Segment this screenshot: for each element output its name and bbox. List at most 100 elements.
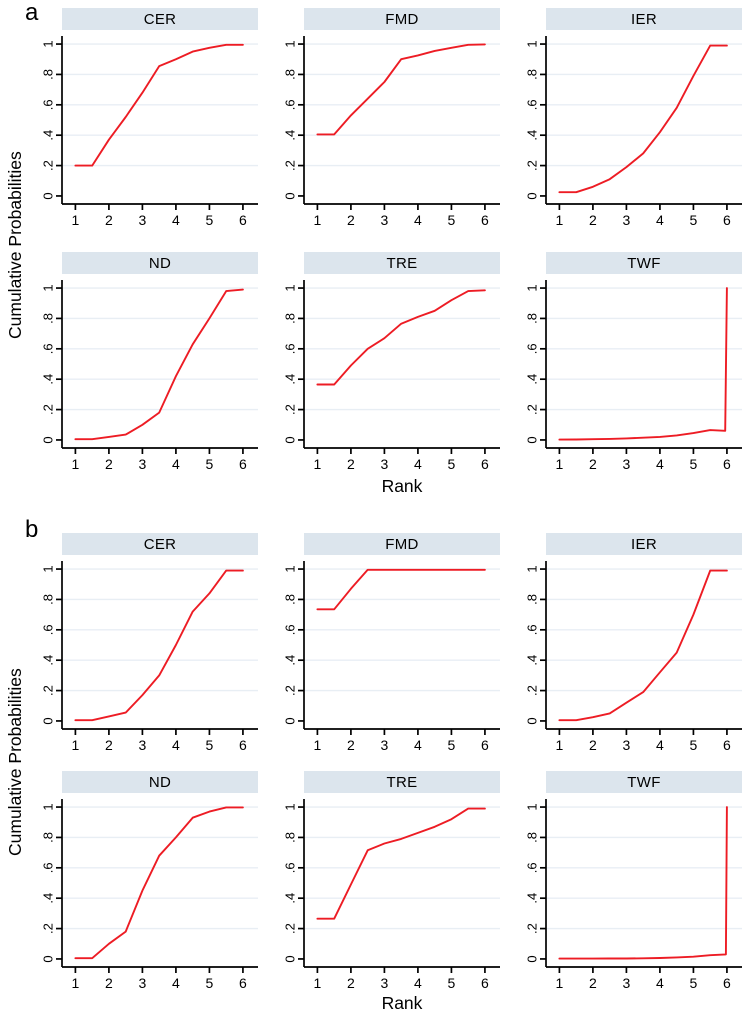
y-tick-label: .6	[40, 99, 55, 110]
y-tick-label: .2	[40, 404, 55, 415]
subplot-plot: 0 .2 .4 .6 .8 1 1 2 3 4 5 6	[282, 280, 500, 472]
subplot-cer: CER 0 .2 .4 .6 .8 1 1 2 3 4 5 6	[24, 533, 258, 761]
cumulative-curve	[74, 806, 244, 960]
x-tick-label: 3	[623, 975, 631, 991]
y-tick-label: .6	[282, 624, 297, 635]
cumulative-curve	[316, 807, 486, 920]
y-tick-label: 0	[282, 717, 297, 724]
subplot-plot: 0 .2 .4 .6 .8 1 1 2 3 4 5 6	[524, 561, 742, 753]
subplot-plot: 0 .2 .4 .6 .8 1 1 2 3 4 5 6	[282, 799, 500, 991]
x-tick-label: 4	[656, 737, 664, 753]
y-tick-label: .2	[40, 160, 55, 171]
plot-grid	[63, 287, 258, 411]
x-tick-label: 5	[206, 456, 214, 472]
y-tick-label: .2	[282, 160, 297, 171]
y-tick-label: .4	[524, 893, 539, 904]
y-tick-label: .6	[282, 862, 297, 873]
y-tick-label: 1	[282, 565, 297, 572]
x-tick-label: 6	[239, 975, 247, 991]
cumulative-curve	[558, 44, 728, 194]
y-tick-label: 1	[524, 565, 539, 572]
y-tick-label: .4	[40, 655, 55, 666]
x-tick-label: 2	[105, 456, 113, 472]
x-tick-label: 4	[172, 737, 180, 753]
y-tick-label: 1	[40, 803, 55, 810]
x-tick-label: 3	[381, 737, 389, 753]
y-tick-label: .2	[282, 923, 297, 934]
y-tick-label: .8	[282, 832, 297, 843]
y-tick-label: .6	[524, 343, 539, 354]
x-tick-label: 1	[314, 737, 322, 753]
plot-grid	[547, 806, 742, 930]
y-tick-label: 1	[40, 284, 55, 291]
y-tick-label: 0	[524, 192, 539, 199]
x-tick-label: 1	[72, 737, 80, 753]
y-tick-label: .8	[40, 313, 55, 324]
x-tick-label: 4	[414, 975, 422, 991]
subplot-plot: 0 .2 .4 .6 .8 1 1 2 3 4 5 6	[524, 280, 742, 472]
x-tick-label: 6	[239, 737, 247, 753]
x-tick-label: 4	[172, 456, 180, 472]
y-tick-label: 1	[40, 565, 55, 572]
x-axis-label: Rank	[381, 993, 423, 1013]
y-tick-label: .8	[524, 594, 539, 605]
cumulative-curve	[558, 569, 728, 722]
y-tick-label: 1	[282, 284, 297, 291]
x-tick-label: 2	[347, 456, 355, 472]
panel-a: a Cumulative Probabilities CER 0.2.4.6.8 1…	[0, 0, 744, 517]
x-tick-label: 1	[314, 456, 322, 472]
x-tick-label: 1	[556, 212, 564, 228]
x-tick-label: 6	[481, 737, 489, 753]
y-tick-label: .8	[282, 69, 297, 80]
subplot-title: ND	[62, 252, 258, 274]
y-tick-label: .4	[524, 655, 539, 666]
plot-grid	[63, 806, 258, 930]
y-tick-label: .2	[282, 685, 297, 696]
y-tick-label: .8	[524, 313, 539, 324]
y-tick-label: .4	[40, 130, 55, 141]
x-tick-label: 2	[347, 737, 355, 753]
x-tick-label: 1	[72, 975, 80, 991]
y-tick-label: .2	[524, 685, 539, 696]
y-tick-label: .2	[524, 923, 539, 934]
subplot-plot: 0 .2 .4 .6 .8 1 1 2 3 4 5 6	[524, 799, 742, 991]
cumulative-curve	[558, 287, 728, 441]
y-tick-label: .4	[282, 655, 297, 666]
subplot-title: CER	[62, 8, 258, 30]
y-tick-label: .8	[524, 832, 539, 843]
y-tick-label: .4	[524, 374, 539, 385]
x-tick-label: 5	[690, 456, 698, 472]
subplot-title: IER	[546, 8, 742, 30]
x-tick-label: 1	[556, 456, 564, 472]
x-tick-label: 5	[206, 212, 214, 228]
x-tick-label: 2	[105, 975, 113, 991]
y-tick-label: 1	[40, 40, 55, 47]
subplot-nd: ND 0 .2 .4 .6 .8 1 1 2 3 4 5 6	[24, 252, 258, 480]
x-tick-label: 5	[448, 212, 456, 228]
y-tick-label: 1	[524, 40, 539, 47]
y-tick-label: .6	[524, 862, 539, 873]
x-tick-label: 3	[139, 456, 147, 472]
subplot-title: TWF	[546, 771, 742, 793]
subplot-fmd: FMD 0 .2 .4 .6 .8 1 1 2 3 4 5 6	[266, 8, 500, 236]
x-tick-label: 2	[589, 212, 597, 228]
subplot-plot: 0 .2 .4 .6 .8 1 1 2 3 4 5 6	[282, 561, 500, 753]
x-tick-label: 3	[139, 212, 147, 228]
plot-grid	[305, 806, 500, 930]
y-tick-label: .4	[524, 130, 539, 141]
y-tick-label: .2	[40, 685, 55, 696]
x-tick-label: 5	[448, 737, 456, 753]
panel-letter: b	[25, 516, 39, 543]
subplot-plot: 0 .2 .4 .6 .8 1 1 2 3 4 5 6	[40, 280, 258, 472]
subplot-plot: 0 .2 .4 .6 .8 1 1 2 3 4 5 6	[40, 561, 258, 753]
x-tick-label: 2	[347, 975, 355, 991]
subplot-title: TRE	[304, 771, 500, 793]
x-tick-label: 6	[723, 212, 731, 228]
y-tick-label: .4	[282, 893, 297, 904]
cumulative-curve	[558, 806, 728, 960]
x-tick-label: 4	[414, 456, 422, 472]
x-tick-label: 1	[556, 737, 564, 753]
x-tick-label: 4	[414, 737, 422, 753]
subplot-ier: IER 0 .2 .4 .6 .8 1 1 2 3 4 5 6	[508, 8, 742, 236]
cumulative-curve	[74, 288, 244, 441]
